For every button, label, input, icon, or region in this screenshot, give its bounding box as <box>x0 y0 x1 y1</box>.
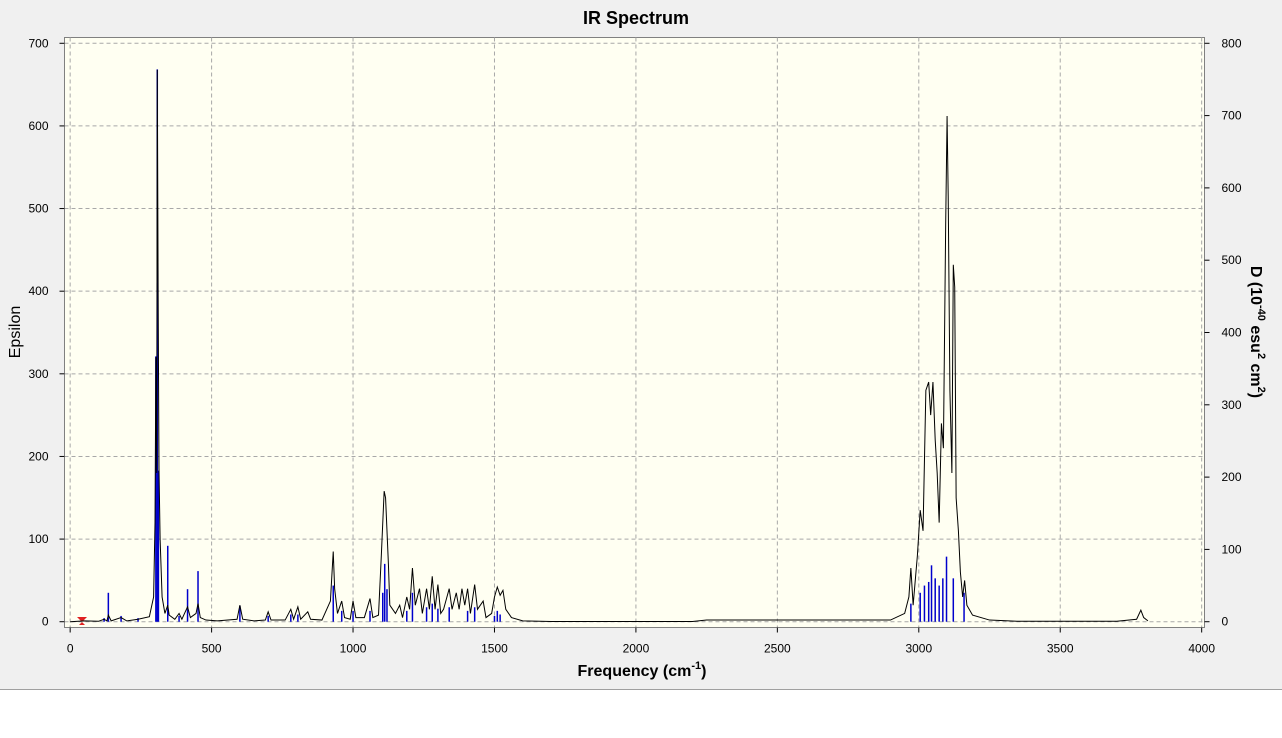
x-tick-label: 0 <box>67 642 74 656</box>
plot-area <box>64 37 1205 628</box>
y2-axis-label-part: cm <box>1247 359 1264 387</box>
y-axis-label: Epsilon <box>7 306 24 358</box>
y-tick-label: 500 <box>28 202 48 216</box>
x-tick-label: 2500 <box>764 642 791 656</box>
y2-tick-label: 200 <box>1222 470 1242 484</box>
y2-tick-label: 100 <box>1222 542 1242 556</box>
y2-tick-label: 400 <box>1222 326 1242 340</box>
y-tick-label: 200 <box>28 449 48 463</box>
y2-axis-label-superscript: 2 <box>1255 353 1267 359</box>
y2-axis-label-part: ) <box>1247 393 1264 398</box>
y2-tick-label: 800 <box>1222 36 1242 50</box>
y2-tick-label: 300 <box>1222 398 1242 412</box>
y-tick-label: 400 <box>28 284 48 298</box>
x-tick-label: 2000 <box>623 642 650 656</box>
x-tick-label: 1500 <box>481 642 508 656</box>
chart-title: IR Spectrum <box>583 8 689 28</box>
y-tick-label: 300 <box>28 367 48 381</box>
y2-axis-label-superscript: 2 <box>1255 387 1267 393</box>
x-tick-label: 3000 <box>905 642 932 656</box>
y2-axis-label-part: esu <box>1247 321 1264 353</box>
y2-tick-label: 700 <box>1222 109 1242 123</box>
y-tick-label: 600 <box>28 119 48 133</box>
x-tick-label: 3500 <box>1047 642 1074 656</box>
x-tick-label: 500 <box>202 642 222 656</box>
y2-tick-label: 500 <box>1222 253 1242 267</box>
y2-axis-label-part: D (10 <box>1247 266 1264 305</box>
x-axis-label-part: ) <box>701 663 706 680</box>
spectrum-line <box>70 69 1149 623</box>
x-tick-label: 4000 <box>1188 642 1215 656</box>
y-tick-label: 100 <box>28 532 48 546</box>
y2-tick-label: 600 <box>1222 181 1242 195</box>
y-tick-label: 700 <box>28 36 48 50</box>
y-tick-label: 0 <box>42 615 49 629</box>
x-axis-label-superscript: -1 <box>691 660 701 672</box>
y2-axis-label-superscript: -40 <box>1255 305 1267 321</box>
x-tick-label: 1000 <box>340 642 367 656</box>
x-axis-label-part: Frequency (cm <box>578 663 692 680</box>
y2-axis-label: D (10-40 esu2 cm2) <box>1247 266 1267 398</box>
y2-tick-label: 0 <box>1222 615 1229 629</box>
x-axis-label: Frequency (cm-1) <box>578 660 707 680</box>
